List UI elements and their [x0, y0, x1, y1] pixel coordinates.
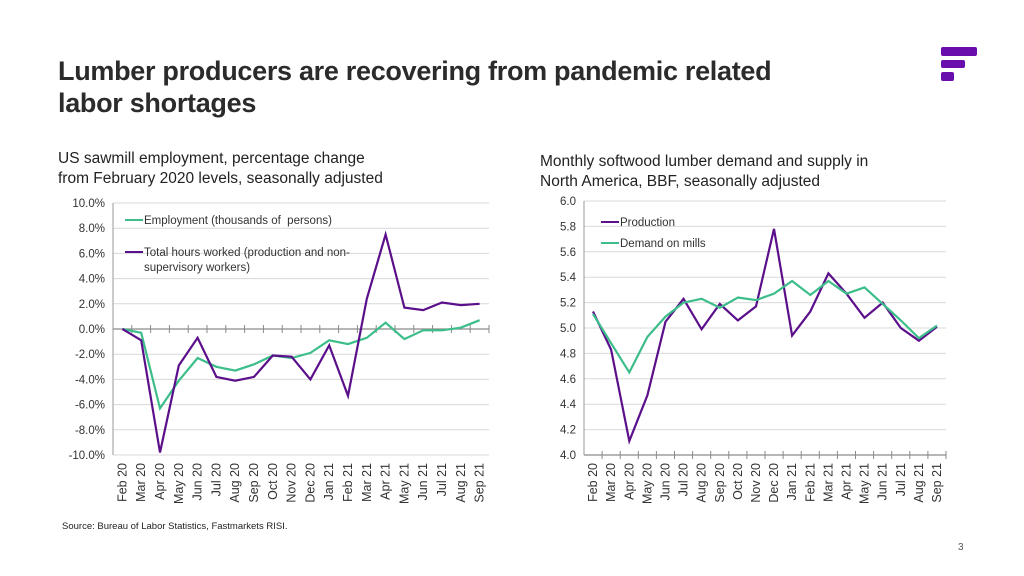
page-title-line-2: labor shortages: [58, 88, 257, 118]
y-tick-label: 5.4: [560, 272, 577, 284]
x-tick-label: Jan 21: [785, 463, 799, 501]
x-tick-label: Feb 20: [115, 463, 129, 502]
x-tick-label: Sep 21: [930, 463, 944, 503]
y-tick-label: -8.0%: [75, 425, 105, 437]
y-tick-label: 0.0%: [79, 324, 105, 336]
left-grid: [112, 202, 490, 456]
y-tick-label: 4.2: [560, 425, 576, 437]
x-tick-label: May 20: [172, 463, 186, 504]
y-tick-label: 8.0%: [79, 223, 105, 235]
x-tick-label: Apr 20: [622, 463, 636, 500]
right-chart-title-line-1: Monthly softwood lumber demand and suppl…: [540, 153, 869, 170]
x-tick-label: Dec 20: [767, 463, 781, 503]
x-tick-label: Feb 21: [341, 463, 355, 502]
right-chart-title-line-2: North America, BBF, seasonally adjusted: [540, 173, 820, 190]
x-tick-label: Aug 21: [454, 463, 468, 503]
x-tick-label: May 21: [397, 463, 411, 504]
page-title: Lumber producers are recovering from pan…: [58, 55, 878, 119]
legend-label-production: Production: [620, 217, 675, 229]
x-tick-label: Jul 20: [677, 463, 691, 496]
left-chart-title-line-2: from February 2020 levels, seasonally ad…: [58, 170, 383, 187]
left-chart-title-line-1: US sawmill employment, percentage change: [58, 150, 365, 167]
left-series-lines: [121, 230, 481, 453]
x-tick-label: Oct 20: [731, 463, 745, 500]
series-line-total-hours-worked-production-: [121, 230, 480, 453]
y-tick-label: 4.4: [560, 399, 577, 411]
legend-label-demand: Demand on mills: [620, 238, 706, 250]
logo-bar-top: [941, 47, 977, 56]
x-tick-label: Jun 21: [416, 463, 430, 501]
x-tick-label: Jun 20: [658, 463, 672, 501]
left-legend: Employment (thousands of persons) Total …: [125, 215, 350, 274]
y-tick-label: -10.0%: [69, 450, 105, 462]
series-line-production: [592, 228, 938, 445]
x-tick-label: Jul 21: [435, 463, 449, 496]
x-tick-label: Dec 20: [303, 463, 317, 503]
source-note: Source: Bureau of Labor Statistics, Fast…: [62, 521, 288, 532]
series-line-employment-thousands-of-person: [122, 319, 481, 412]
right-series-lines: [592, 228, 938, 445]
x-tick-label: Apr 21: [839, 463, 853, 500]
right-x-tick-labels: Feb 20 Mar 20 Apr 20 May 20 Jun 20 Jul 20 Aug …: [586, 463, 944, 504]
x-tick-label: Sep 20: [713, 463, 727, 503]
x-tick-label: Mar 21: [360, 463, 374, 502]
x-tick-label: Jul 21: [894, 463, 908, 496]
y-tick-label: 4.0: [560, 450, 576, 462]
y-tick-label: -4.0%: [75, 374, 105, 386]
x-tick-label: May 21: [858, 463, 872, 504]
y-tick-label: -6.0%: [75, 400, 105, 412]
x-tick-label: May 20: [640, 463, 654, 504]
left-y-tick-labels: 10.0% 8.0% 6.0% 4.0% 2.0% 0.0% -2.0% -4.0% -6.0%…: [69, 198, 105, 462]
x-tick-label: Apr 21: [379, 463, 393, 500]
y-tick-label: 5.6: [560, 247, 576, 259]
series-line-demand-on-mills: [592, 279, 938, 375]
x-tick-label: Sep 20: [247, 463, 261, 503]
y-tick-label: -2.0%: [75, 349, 105, 361]
x-tick-label: Aug 20: [695, 463, 709, 503]
y-tick-label: 5.8: [560, 221, 576, 233]
y-tick-label: 6.0: [560, 196, 576, 208]
x-tick-label: Feb 20: [586, 463, 600, 502]
x-tick-label: Apr 20: [153, 463, 167, 500]
x-tick-label: Jun 21: [876, 463, 890, 501]
y-tick-label: 6.0%: [79, 248, 105, 260]
x-tick-label: Jun 20: [191, 463, 205, 501]
right-y-tick-labels: 6.0 5.8 5.6 5.4 5.2 5.0 4.8 4.6 4.4 4.2 4.0: [560, 196, 577, 462]
left-chart-title: US sawmill employment, percentage change…: [58, 149, 383, 189]
right-legend: Production Demand on mills: [601, 217, 706, 250]
y-tick-label: 4.0%: [79, 274, 105, 286]
page-title-line-1: Lumber producers are recovering from pan…: [58, 56, 772, 86]
x-tick-label: Feb 21: [803, 463, 817, 502]
x-tick-label: Mar 20: [134, 463, 148, 502]
y-tick-label: 2.0%: [79, 299, 105, 311]
legend-label-hours-line-2: supervisory workers): [144, 262, 250, 274]
right-chart-title: Monthly softwood lumber demand and suppl…: [540, 152, 868, 192]
left-x-tick-labels: Feb 20 Mar 20 Apr 20 May 20 Jun 20 Jul 20 Aug …: [115, 463, 486, 504]
x-tick-label: Aug 21: [912, 463, 926, 503]
y-tick-label: 10.0%: [72, 198, 105, 210]
x-tick-label: Nov 20: [749, 463, 763, 503]
y-tick-label: 5.2: [560, 298, 576, 310]
legend-label-employment: Employment (thousands of persons): [144, 215, 332, 227]
page-number: 3: [958, 542, 964, 553]
y-tick-label: 4.6: [560, 374, 576, 386]
logo-bar-bottom: [941, 72, 954, 81]
x-tick-label: Oct 20: [266, 463, 280, 500]
x-tick-label: Mar 20: [604, 463, 618, 502]
x-tick-label: Mar 21: [821, 463, 835, 502]
x-tick-label: Aug 20: [228, 463, 242, 503]
y-tick-label: 5.0: [560, 323, 576, 335]
x-tick-label: Nov 20: [285, 463, 299, 503]
y-tick-label: 4.8: [560, 348, 576, 360]
brand-logo-icon: [941, 47, 977, 83]
x-tick-label: Jan 21: [322, 463, 336, 501]
legend-label-hours-line-1: Total hours worked (production and non-: [144, 247, 350, 259]
x-tick-label: Sep 21: [473, 463, 487, 503]
x-tick-label: Jul 20: [209, 463, 223, 496]
logo-bar-middle: [941, 60, 965, 68]
